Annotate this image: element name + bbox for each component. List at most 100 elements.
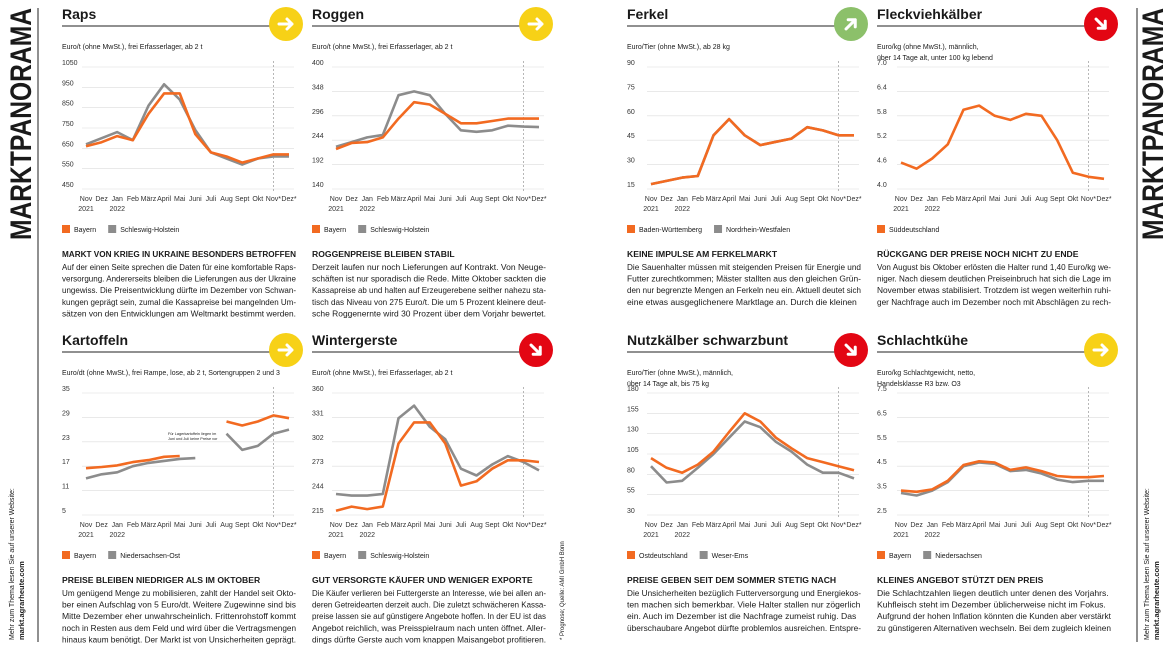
legend-label: Bayern — [74, 227, 96, 234]
legend-swatch — [312, 551, 320, 559]
article-line: den nur begrenzte Mengen an Ferkeln neu … — [627, 285, 861, 295]
x-tick-label: Mai — [174, 522, 186, 529]
x-tick-label: Dez — [660, 522, 673, 529]
source-note: * Prognose; Quelle: AMI GmbH Bonn — [560, 541, 566, 640]
article-line: eine etwas ausgeglichenere Marktlage an.… — [627, 297, 857, 307]
y-tick-label: 7.0 — [877, 60, 887, 67]
panel-title: Fleckviehkälber — [877, 6, 983, 22]
y-tick-label: 45 — [627, 133, 635, 140]
legend-swatch — [699, 551, 708, 559]
panel-title: Ferkel — [627, 6, 668, 22]
y-tick-label: 215 — [312, 508, 324, 515]
x-tick-label: März — [706, 196, 722, 203]
series-line — [335, 100, 539, 151]
y-tick-label: 244 — [312, 133, 324, 140]
x-tick-label: Juni — [189, 196, 202, 203]
x-tick-label: Juni — [1004, 522, 1017, 529]
annotation: Für Lagerkartoffeln liegen im — [168, 432, 216, 436]
article-line: ber einen Aufschlag von 5 Euro/dt. Weite… — [62, 600, 296, 610]
y-tick-label: 7.5 — [877, 386, 887, 393]
x-tick-label: Juli — [206, 522, 217, 529]
x-tick-label: Okt — [502, 522, 513, 529]
y-tick-label: 80 — [627, 467, 635, 474]
x-tick-label: Aug — [220, 522, 233, 529]
article-headline: PREISE BLEIBEN NIEDRIGER ALS IM OKTOBER — [62, 575, 261, 585]
article-line: zu günstigeren Alternativen wechseln. Be… — [877, 623, 1111, 633]
article-line: versorgung. Andererseits bleiben die Lie… — [62, 274, 296, 284]
article-line: deren Getreidearten derzeit auch. Die zu… — [312, 600, 546, 610]
panel-title: Roggen — [312, 6, 364, 22]
article-line: sche Roggenernte wird 30 Prozent über de… — [312, 308, 546, 318]
y-tick-label: 192 — [312, 158, 324, 165]
x-tick-label: Feb — [127, 196, 139, 203]
trend-icon — [269, 333, 303, 367]
article-line: ungewiss. Die Preisentwicklung dürfte im… — [62, 285, 296, 295]
article-line: überschaubare Angebot dürfte problemlos … — [627, 623, 861, 633]
x-tick-label: Juli — [456, 196, 467, 203]
x-tick-label: Dez — [95, 196, 108, 203]
article-line: Die Käufer verlieren bei Futtergerste an… — [312, 588, 546, 598]
legend-label: Bayern — [324, 227, 346, 234]
y-tick-label: 5.2 — [877, 133, 887, 140]
y-tick-label: 348 — [312, 84, 324, 91]
y-tick-label: 950 — [62, 80, 74, 87]
article-headline: MARKT VON KRIEG IN UKRAINE BESONDERS BET… — [62, 249, 296, 259]
x-tick-label: Nov 2021 — [643, 196, 659, 213]
y-tick-label: 4.5 — [877, 459, 887, 466]
trend-arrow — [529, 343, 542, 356]
x-tick-label: Nov 2021 — [893, 522, 909, 539]
series-line — [650, 420, 855, 484]
y-tick-label: 60 — [627, 109, 635, 116]
y-tick-label: 302 — [312, 435, 324, 442]
panel-title: Wintergerste — [312, 332, 398, 348]
article-line: Um genügend Menge zu mobilisieren, zahlt… — [62, 588, 296, 598]
legend-swatch — [62, 551, 70, 559]
x-tick-label: Sept — [800, 522, 814, 529]
x-tick-label: Aug — [1035, 196, 1048, 203]
legend-swatch — [923, 551, 932, 559]
x-tick-label: Okt — [502, 196, 513, 203]
legend-swatch — [312, 225, 320, 233]
x-tick-label: Juli — [456, 522, 467, 529]
y-tick-label: 17 — [62, 459, 70, 466]
trend-icon — [519, 333, 553, 367]
y-tick-label: 29 — [62, 410, 70, 417]
article-line: sätzen von den Entwicklungen am Weltmark… — [62, 308, 296, 318]
x-tick-label: Juni — [439, 522, 452, 529]
legend-swatch — [108, 551, 117, 559]
x-tick-label: Aug — [1035, 522, 1048, 529]
y-tick-label: 130 — [627, 427, 639, 434]
article-line: Auf der einen Seite sprechen die Daten f… — [62, 262, 296, 272]
x-tick-label: März — [956, 196, 972, 203]
article-line: November etwas stabilisiert. Trotzdem is… — [877, 285, 1111, 295]
x-tick-label: März — [141, 196, 157, 203]
article-line: Die Schlachtzahlen liegen deutlich unter… — [877, 588, 1109, 598]
unit-label: Euro/kg (ohne MwSt.), männlich, — [877, 44, 979, 51]
x-tick-label: Nov 2021 — [328, 196, 344, 213]
unit-label: Handelsklasse R3 bzw. O3 — [877, 381, 961, 388]
x-tick-label: Jan 2022 — [359, 522, 375, 539]
legend-swatch — [877, 551, 885, 559]
unit-label: Euro/dt (ohne MwSt.), frei Rampe, lose, … — [62, 370, 280, 377]
x-tick-label: Jan 2022 — [924, 196, 940, 213]
x-tick-label: Dez — [95, 522, 108, 529]
x-tick-label: Okt — [817, 522, 828, 529]
unit-label: Euro/Tier (ohne MwSt.), männlich, — [627, 370, 733, 377]
y-tick-label: 1050 — [62, 60, 78, 67]
x-tick-label: Sept — [800, 196, 814, 203]
article-line: tisch das Niveau von 275 Euro/t. Die um … — [312, 297, 546, 307]
y-tick-label: 155 — [627, 406, 639, 413]
series-line — [900, 460, 1105, 494]
series-line — [335, 404, 540, 497]
legend-label: Baden-Württemberg — [639, 227, 702, 234]
x-tick-label: Aug — [785, 522, 798, 529]
article-line: dings dürfte Gerste auch vom knappen Mai… — [312, 634, 546, 644]
legend-label: Schleswig-Holstein — [370, 227, 429, 234]
x-tick-label: April — [407, 196, 421, 203]
x-tick-label: Dez* — [531, 522, 546, 529]
article-line: Derzeit laufen nur noch Lieferungen auf … — [312, 262, 546, 272]
legend-label: Schleswig-Holstein — [120, 227, 179, 234]
article-line: noch in Resten aus dem Feld und wird übe… — [62, 623, 296, 633]
x-tick-label: Dez — [660, 196, 673, 203]
